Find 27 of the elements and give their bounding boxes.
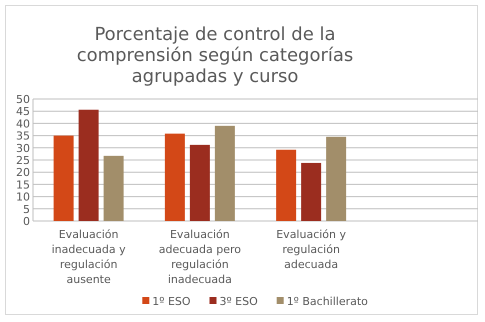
y-tick-label: 0 [23,215,30,228]
x-tick-label: Evaluación y regulación adecuada [276,228,347,271]
y-tick-label: 10 [16,190,30,204]
chart-title: Porcentaje de control de la comprensión según categorías agrupadas y curso [76,24,354,87]
legend-label: 3º ESO [220,295,258,308]
y-tick-label: 40 [16,117,30,130]
y-tick-label: 35 [16,130,30,143]
y-tick-label: 45 [16,105,30,118]
y-tick-label: 30 [16,142,30,155]
bar [104,156,124,221]
y-tick-label: 50 [16,93,30,106]
bar [54,136,74,221]
legend-label: 1º Bachillerato [286,295,368,308]
bar [164,134,185,221]
bar [214,126,235,221]
bar [276,150,296,221]
x-tick-label: Evaluación inadecuada y regulación ausente [52,228,126,286]
x-tick-label: Evaluación adecuada pero regulación inadecuada [158,228,242,286]
y-tick-label: 20 [16,166,30,180]
bar [301,162,322,221]
legend-label: 1º ESO [152,295,191,308]
y-tick-label: 25 [16,154,30,167]
bar [326,136,346,221]
y-tick-label: 15 [16,178,30,192]
y-tick-label: 5 [23,202,30,216]
bar [190,144,210,221]
bar [78,110,99,221]
